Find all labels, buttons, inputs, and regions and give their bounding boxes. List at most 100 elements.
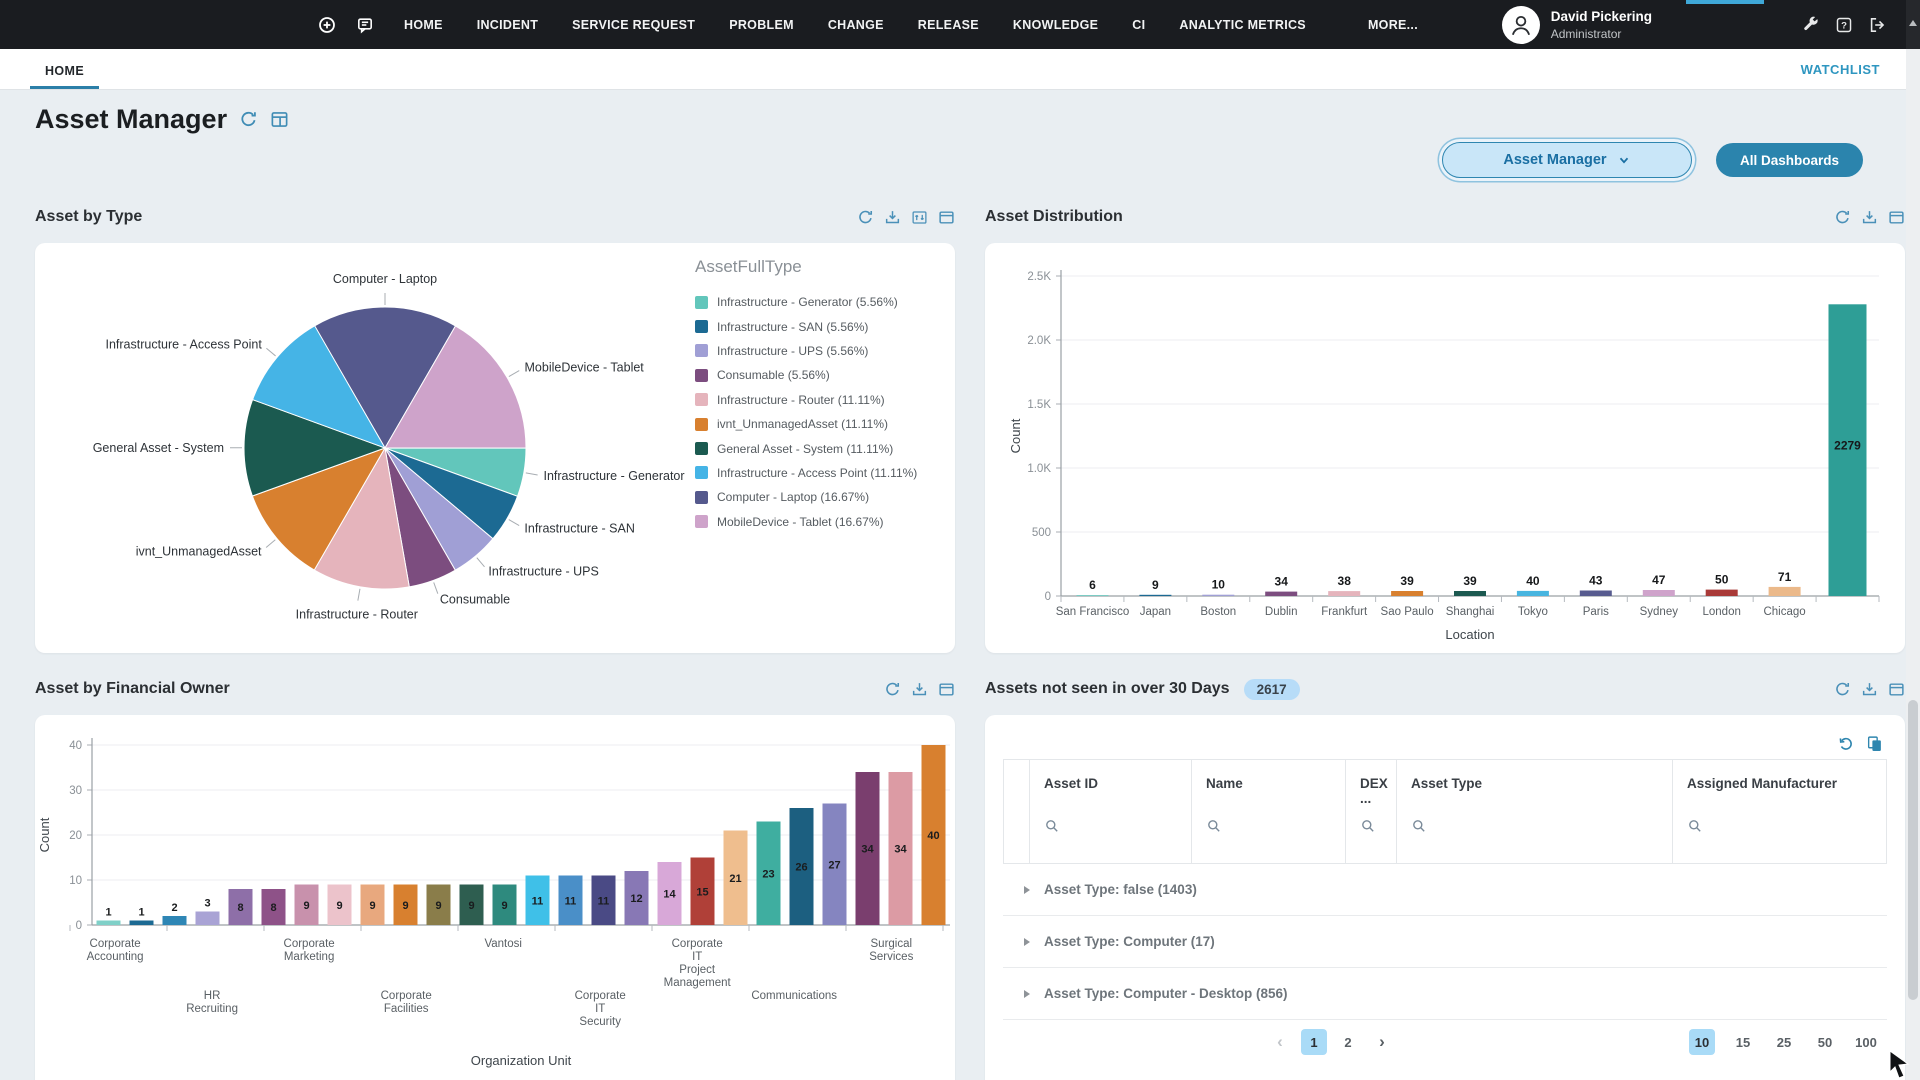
scrollbar-thumb[interactable] [1908, 700, 1918, 1000]
column-header-dex[interactable]: DEX ... [1346, 760, 1397, 863]
panel-window-icon[interactable] [1888, 209, 1905, 226]
nav-item-more-[interactable]: MORE... [1367, 17, 1418, 32]
bar[interactable] [624, 871, 649, 925]
page-size-button-50[interactable]: 50 [1817, 1034, 1833, 1050]
nav-item-knowledge[interactable]: KNOWLEDGE [1012, 17, 1099, 32]
legend-item[interactable]: Infrastructure - Router (11.11%) [695, 388, 945, 412]
bar[interactable] [261, 889, 286, 925]
undo-icon[interactable] [1837, 735, 1854, 752]
column-header-name[interactable]: Name [1192, 760, 1346, 863]
page-size-button-25[interactable]: 25 [1776, 1034, 1792, 1050]
bar[interactable] [492, 884, 517, 926]
bar[interactable] [129, 920, 154, 926]
scrollbar-track[interactable] [1906, 49, 1920, 1080]
bar[interactable] [525, 875, 550, 926]
column-search-icon[interactable] [1360, 818, 1376, 834]
bar[interactable] [921, 745, 946, 925]
column-header-asset-type[interactable]: Asset Type [1397, 760, 1673, 863]
bar[interactable] [294, 884, 319, 926]
panel-refresh-icon[interactable] [1834, 681, 1851, 698]
help-icon[interactable]: ? [1835, 16, 1853, 34]
bar[interactable] [1828, 304, 1867, 596]
pie-slice[interactable] [384, 325, 527, 449]
group-row[interactable]: Asset Type: Computer - Desktop (856) [1003, 968, 1887, 1020]
bar[interactable] [756, 821, 781, 926]
bar[interactable] [855, 772, 880, 925]
nav-item-problem[interactable]: PROBLEM [729, 17, 794, 32]
bar[interactable] [327, 884, 352, 926]
user-menu[interactable]: David Pickering Administrator [1501, 5, 1652, 44]
bar[interactable] [1076, 595, 1109, 596]
plus-circle-icon[interactable] [318, 16, 336, 34]
watchlist-link[interactable]: WATCHLIST [1800, 62, 1880, 77]
legend-item[interactable]: Infrastructure - SAN (5.56%) [695, 314, 945, 338]
pie-slice[interactable] [313, 446, 410, 590]
panel-download-icon[interactable] [884, 209, 901, 226]
page-button-1[interactable]: 1 [1301, 1029, 1327, 1055]
nav-item-change[interactable]: CHANGE [827, 17, 884, 32]
page-size-button-15[interactable]: 15 [1735, 1034, 1751, 1050]
column-header-assigned-manufacturer[interactable]: Assigned Manufacturer [1673, 760, 1887, 863]
panel-download-icon[interactable] [1861, 209, 1878, 226]
bar[interactable] [1579, 590, 1612, 597]
legend-item[interactable]: General Asset - System (11.11%) [695, 436, 945, 460]
bar[interactable] [1642, 590, 1675, 596]
page-button-2[interactable]: 2 [1344, 1034, 1352, 1050]
bar[interactable] [459, 884, 484, 926]
legend-item[interactable]: Infrastructure - Access Point (11.11%) [695, 461, 945, 485]
prev-page-button[interactable]: ‹ [1277, 1032, 1283, 1051]
bar[interactable] [1265, 591, 1298, 596]
next-page-button[interactable]: › [1379, 1032, 1385, 1051]
bar[interactable] [426, 884, 451, 926]
bar[interactable] [558, 875, 583, 926]
logout-icon[interactable] [1868, 16, 1886, 34]
group-row[interactable]: Asset Type: Computer (17) [1003, 916, 1887, 968]
wrench-icon[interactable] [1802, 16, 1820, 34]
bar[interactable] [393, 884, 418, 926]
panel-refresh-icon[interactable] [1834, 209, 1851, 226]
column-search-icon[interactable] [1687, 818, 1703, 834]
all-dashboards-button[interactable]: All Dashboards [1715, 143, 1863, 177]
panel-window-icon[interactable] [938, 681, 955, 698]
pie-slice[interactable] [313, 306, 457, 449]
panel-refresh-icon[interactable] [884, 681, 901, 698]
bar[interactable] [690, 857, 715, 926]
column-search-icon[interactable] [1044, 818, 1060, 834]
bar[interactable] [723, 830, 748, 926]
dashboard-layout-icon[interactable] [270, 110, 289, 129]
panel-download-icon[interactable] [911, 681, 928, 698]
bar[interactable] [1202, 594, 1235, 596]
page-size-button-100[interactable]: 100 [1855, 1034, 1877, 1050]
nav-item-service-request[interactable]: SERVICE REQUEST [572, 17, 696, 32]
column-search-icon[interactable] [1206, 818, 1222, 834]
panel-download-icon[interactable] [1861, 681, 1878, 698]
pie-slice[interactable] [243, 398, 387, 497]
bar[interactable] [1391, 591, 1424, 596]
nav-item-release[interactable]: RELEASE [917, 17, 979, 32]
column-search-icon[interactable] [1411, 818, 1427, 834]
bar[interactable] [1516, 590, 1549, 596]
tab-home[interactable]: HOME [30, 53, 100, 89]
bar[interactable] [96, 920, 121, 926]
column-header-asset-id[interactable]: Asset ID [1030, 760, 1192, 863]
legend-item[interactable]: MobileDevice - Tablet (16.67%) [695, 510, 945, 534]
bar[interactable] [162, 916, 187, 925]
panel-refresh-icon[interactable] [857, 209, 874, 226]
bar[interactable] [1139, 594, 1172, 596]
legend-item[interactable]: Infrastructure - UPS (5.56%) [695, 339, 945, 363]
scrollbar-up-arrow[interactable] [1909, 20, 1917, 26]
bar[interactable] [822, 803, 847, 926]
panel-export-image-icon[interactable] [911, 209, 928, 226]
nav-item-analytic-metrics[interactable]: ANALYTIC METRICS [1179, 17, 1306, 32]
group-row[interactable]: Asset Type: false (1403) [1003, 864, 1887, 916]
pie-slice[interactable] [251, 325, 387, 449]
legend-item[interactable]: Consumable (5.56%) [695, 363, 945, 387]
bar[interactable] [228, 889, 253, 925]
bar[interactable] [1705, 589, 1738, 596]
bar[interactable] [1328, 591, 1361, 596]
nav-item-incident[interactable]: INCIDENT [476, 17, 539, 32]
bar[interactable] [657, 862, 682, 925]
bar[interactable] [1454, 591, 1486, 596]
nav-item-ci[interactable]: CI [1132, 17, 1146, 32]
page-size-button-10[interactable]: 10 [1689, 1029, 1715, 1055]
